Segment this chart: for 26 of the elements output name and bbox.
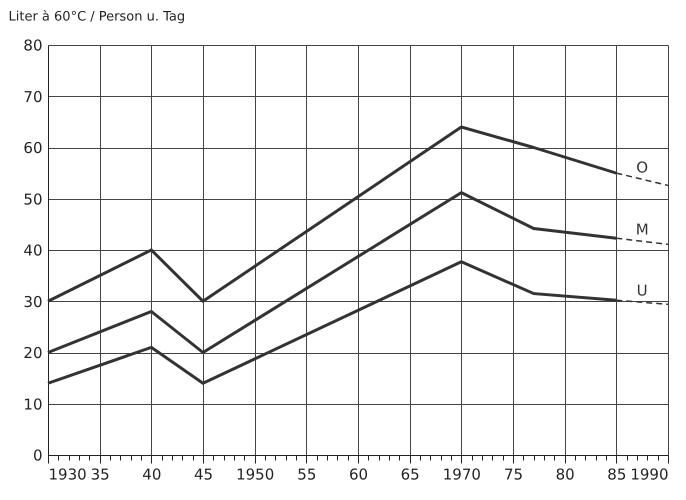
- x-tick-label: 65: [400, 466, 420, 484]
- series-label: U: [636, 281, 648, 300]
- x-tick-label: 1990: [630, 466, 668, 484]
- y-tick-label: 0: [32, 446, 42, 464]
- x-tick-label: 55: [297, 466, 316, 484]
- y-tick-label: 30: [23, 292, 42, 311]
- y-tick-label: 80: [23, 36, 42, 54]
- y-tick-label: 40: [23, 242, 42, 260]
- x-tick-label: 85: [607, 466, 626, 484]
- y-tick-label: 70: [23, 88, 42, 106]
- y-tick-label: 10: [23, 395, 42, 414]
- x-tick-label: 1950: [236, 466, 274, 484]
- y-axis-title: Liter à 60°C / Person u. Tag: [8, 10, 186, 24]
- x-tick-label: 75: [504, 466, 524, 484]
- y-tick-label: 60: [23, 139, 42, 157]
- x-tick-label: 80: [556, 466, 575, 484]
- x-tick-label: 45: [194, 466, 214, 484]
- x-tick-label: 60: [348, 466, 368, 484]
- y-tick-label: 20: [23, 344, 42, 362]
- x-tick-label: 35: [90, 466, 110, 484]
- y-tick-label: 50: [23, 190, 42, 208]
- x-tick-label: 1970: [442, 466, 481, 484]
- x-tick-label: 40: [142, 466, 162, 484]
- series-label: O: [636, 158, 648, 176]
- series-label: M: [636, 220, 649, 238]
- x-tick-label: 1930: [48, 466, 87, 484]
